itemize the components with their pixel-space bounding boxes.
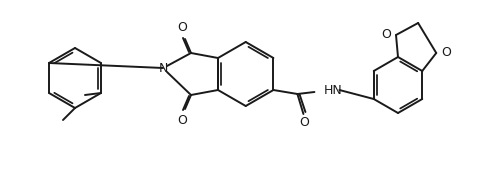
- Text: O: O: [381, 27, 391, 40]
- Text: N: N: [158, 62, 168, 75]
- Text: O: O: [441, 46, 451, 58]
- Text: O: O: [177, 114, 187, 127]
- Text: O: O: [300, 116, 309, 129]
- Text: HN: HN: [324, 83, 342, 96]
- Text: O: O: [177, 21, 187, 34]
